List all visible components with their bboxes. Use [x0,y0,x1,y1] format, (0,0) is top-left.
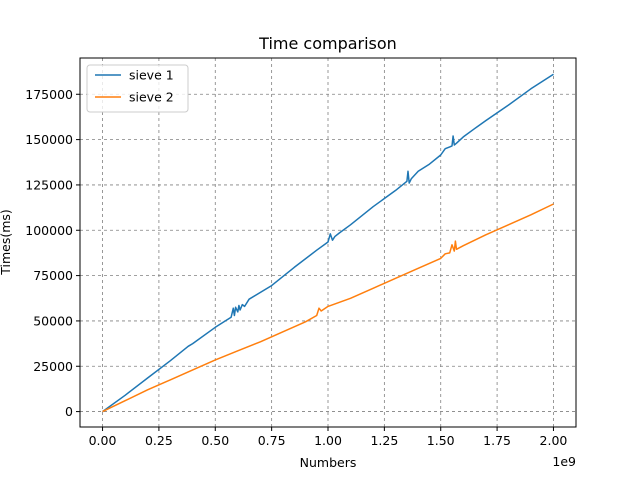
y-axis-label: Times(ms) [0,209,13,276]
x-tick-label: 0.75 [258,433,286,448]
y-tick-label: 100000 [25,223,73,238]
x-tick-label: 0.00 [89,433,117,448]
y-axis-ticks: 0 25000 50000 75000 100000 125000 150000 175000 [25,87,80,419]
x-axis-label: Numbers [300,455,357,470]
y-tick-label: 75000 [33,268,73,283]
grid [80,58,576,427]
legend-label-2: sieve 2 [129,90,174,105]
x-tick-label: 1.25 [370,433,398,448]
x-tick-label: 1.75 [483,433,511,448]
y-tick-label: 50000 [33,313,73,328]
series-line-1 [102,73,554,413]
series-lines [102,73,554,413]
x-axis-offset-label: 1e9 [552,454,576,469]
x-tick-label: 0.50 [201,433,229,448]
x-axis-ticks: 0.00 0.25 0.50 0.75 1.00 1.25 1.50 1.75 2.00 [89,427,568,448]
x-tick-label: 0.25 [145,433,173,448]
legend-label-1: sieve 1 [129,68,174,83]
y-tick-label: 175000 [25,87,73,102]
series-line-2 [102,203,554,413]
legend: sieve 1 sieve 2 [86,64,189,113]
x-tick-label: 1.00 [314,433,342,448]
legend-frame [86,64,189,113]
y-tick-label: 25000 [33,359,73,374]
chart-title: Time comparison [258,34,397,53]
y-tick-label: 150000 [25,132,73,147]
y-tick-label: 125000 [25,177,73,192]
x-tick-label: 1.50 [427,433,455,448]
y-tick-label: 0 [65,404,73,419]
x-tick-label: 2.00 [540,433,568,448]
